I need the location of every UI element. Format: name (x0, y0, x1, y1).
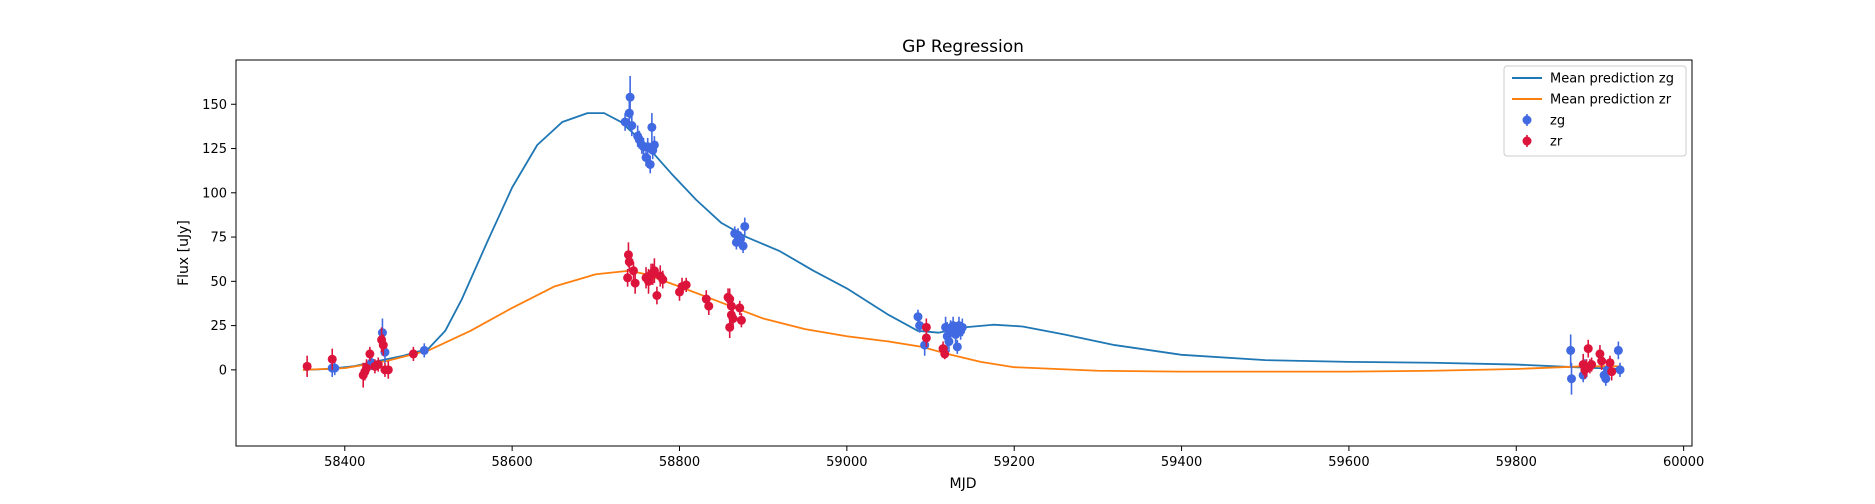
data-point-zg (645, 159, 655, 169)
y-tick-label: 150 (202, 98, 227, 113)
legend-label: zg (1550, 114, 1565, 129)
y-axis-label: Flux [uJy] (176, 220, 192, 286)
data-point-zr (1583, 344, 1593, 354)
data-point-zg (738, 241, 748, 251)
data-point-zg (913, 312, 923, 322)
data-group (302, 75, 1625, 395)
data-point-zr (362, 363, 372, 373)
legend-label: Mean prediction zg (1550, 72, 1674, 87)
x-tick-label: 58600 (491, 455, 532, 470)
x-tick-label: 60000 (1663, 455, 1704, 470)
data-point-zg (1566, 345, 1576, 355)
data-point-zr (649, 266, 659, 276)
x-tick-label: 58800 (659, 455, 700, 470)
data-point-zg (952, 342, 962, 352)
data-point-zr (725, 322, 735, 332)
plot-frame (235, 59, 1693, 447)
y-tick-label: 0 (219, 363, 227, 378)
x-tick-label: 59200 (994, 455, 1035, 470)
data-point-zg (419, 345, 429, 355)
y-tick-label: 25 (210, 319, 227, 334)
data-point-zr (623, 250, 633, 260)
data-point-zr (378, 340, 388, 350)
data-point-zr (383, 365, 393, 375)
data-point-zr (302, 361, 312, 371)
legend-box (1503, 65, 1687, 157)
data-point-zr (373, 360, 383, 370)
legend-swatch-marker (1522, 115, 1532, 125)
data-point-zg (1615, 365, 1625, 375)
x-tick-label: 58400 (324, 455, 365, 470)
data-point-zg (1601, 374, 1611, 384)
data-point-zr (630, 278, 640, 288)
data-point-zg (377, 328, 387, 338)
legend-swatch-marker (1522, 136, 1532, 146)
data-point-zr (1587, 360, 1597, 370)
data-point-zg (647, 122, 657, 132)
y-tick-label: 100 (202, 186, 227, 201)
x-tick-label: 59000 (826, 455, 867, 470)
y-tick-label: 75 (210, 231, 227, 246)
chart-title: GP Regression (902, 37, 1024, 57)
data-point-zr (728, 314, 738, 324)
legend: Mean prediction zg Mean prediction zr zg zr (1503, 65, 1687, 157)
data-point-zr (327, 354, 337, 364)
data-point-zr (736, 315, 746, 325)
data-point-zr (624, 257, 634, 267)
data-point-zr (940, 349, 950, 359)
data-point-zg (627, 121, 637, 131)
series-line-mean-zr (302, 269, 1621, 373)
x-axis-label: MJD (950, 476, 977, 492)
data-point-zr (1607, 367, 1617, 377)
data-point-zr (1597, 356, 1607, 366)
data-point-zr (921, 333, 931, 343)
data-point-zr (365, 349, 375, 359)
data-point-zr (408, 349, 418, 359)
legend-label: zr (1550, 135, 1563, 150)
data-point-zr (1605, 358, 1615, 368)
data-point-zg (625, 92, 635, 102)
data-point-zr (652, 290, 662, 300)
data-point-zr (658, 275, 668, 285)
x-tick-label: 59400 (1161, 455, 1202, 470)
x-tick-label: 59600 (1328, 455, 1369, 470)
legend-label: Mean prediction zr (1550, 93, 1672, 108)
data-point-zg (620, 117, 630, 127)
data-point-zr (704, 301, 714, 311)
x-tick-label: 59800 (1496, 455, 1537, 470)
data-point-zr (681, 280, 691, 290)
data-point-zg (944, 337, 954, 347)
y-tick-label: 125 (202, 142, 227, 157)
data-point-zg (1567, 374, 1577, 384)
data-point-zg (957, 322, 967, 332)
data-point-zr (623, 273, 633, 283)
data-point-zg (740, 221, 750, 231)
y-tick-label: 50 (210, 275, 227, 290)
data-point-zr (628, 266, 638, 276)
axes-group: 58400 58600 58800 59000 59200 59400 59600 59800… (202, 98, 1704, 470)
data-point-zr (921, 322, 931, 332)
data-point-zr (735, 303, 745, 313)
data-point-zg (1613, 345, 1623, 355)
data-point-zg (649, 140, 659, 150)
